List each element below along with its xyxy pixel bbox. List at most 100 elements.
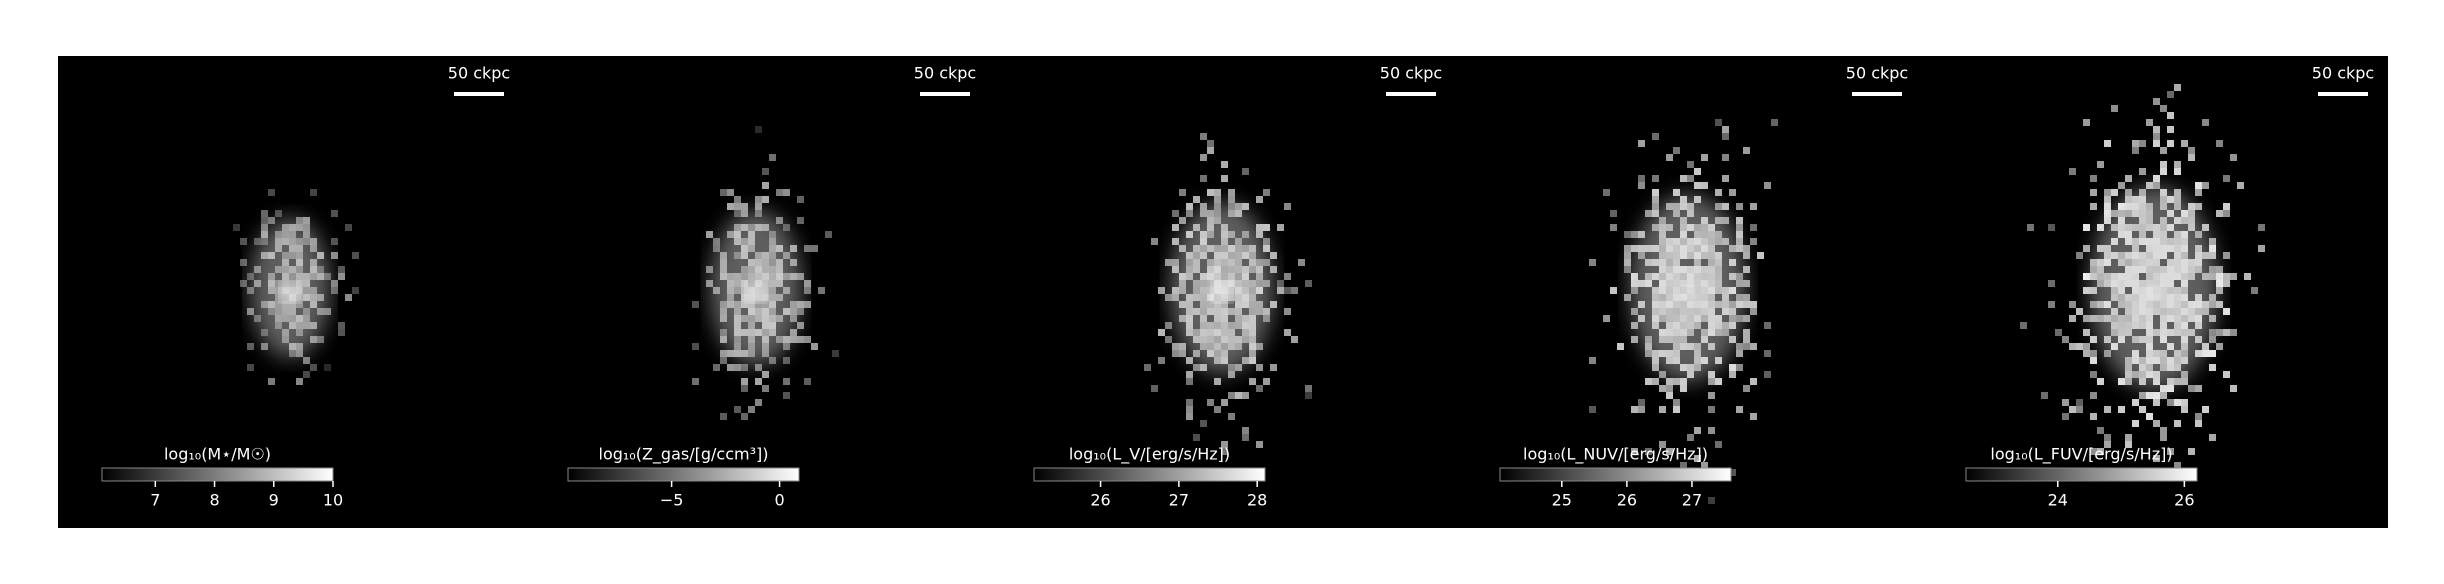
pixel [1645, 448, 1652, 455]
pixel [1673, 147, 1680, 154]
pixel [2160, 147, 2167, 154]
pixel [1736, 343, 1743, 350]
pixel [2062, 336, 2069, 343]
pixel [1270, 364, 1277, 371]
pixel [734, 196, 741, 203]
pixel [1743, 245, 1750, 252]
pixel [2104, 203, 2111, 210]
pixel [240, 259, 247, 266]
pixel [755, 126, 762, 133]
pixel [776, 189, 783, 196]
pixel [2083, 119, 2090, 126]
pixel [1589, 357, 1596, 364]
pixel [720, 357, 727, 364]
nucleus [1212, 282, 1232, 302]
colorbar-tick-label: 26 [2174, 491, 2194, 510]
pixel [1652, 175, 1659, 182]
pixel [783, 392, 790, 399]
pixel [2174, 399, 2181, 406]
pixel [1750, 203, 1757, 210]
pixel [2223, 308, 2230, 315]
pixel [352, 252, 359, 259]
pixel [1743, 385, 1750, 392]
pixel [2139, 406, 2146, 413]
pixel [338, 266, 345, 273]
pixel [762, 385, 769, 392]
pixel [2090, 357, 2097, 364]
pixel [1270, 266, 1277, 273]
pixel [1207, 147, 1214, 154]
pixel [1638, 175, 1645, 182]
pixel [2251, 287, 2258, 294]
colorbar [567, 467, 800, 482]
pixel [1172, 224, 1179, 231]
pixel [1652, 378, 1659, 385]
pixel [1729, 364, 1736, 371]
pixel [1694, 168, 1701, 175]
colorbar-tick-label: 24 [2048, 491, 2068, 510]
pixel [2195, 182, 2202, 189]
pixel [1186, 406, 1193, 413]
pixel [734, 364, 741, 371]
pixel [1186, 413, 1193, 420]
pixel [1750, 301, 1757, 308]
pixel [783, 343, 790, 350]
pixel [1722, 154, 1729, 161]
pixel [818, 287, 825, 294]
pixel [727, 203, 734, 210]
pixel [762, 182, 769, 189]
pixel [233, 224, 240, 231]
pixel [2020, 322, 2027, 329]
colorbar-tick-label: 10 [323, 491, 343, 510]
pixel [240, 238, 247, 245]
pixel [2153, 392, 2160, 399]
pixel [1645, 210, 1652, 217]
pixel [2209, 350, 2216, 357]
pixel [1165, 259, 1172, 266]
colorbar-tick-label: 26 [1090, 491, 1110, 510]
pixel [1743, 343, 1750, 350]
pixel [1589, 406, 1596, 413]
pixel [1743, 266, 1750, 273]
pixel [2090, 371, 2097, 378]
pixel [741, 378, 748, 385]
pixel [1638, 399, 1645, 406]
pixel [804, 301, 811, 308]
pixel [2097, 448, 2104, 455]
pixel [303, 371, 310, 378]
pixel [2083, 315, 2090, 322]
pixel [247, 343, 254, 350]
pixel [2069, 315, 2076, 322]
pixel [797, 196, 804, 203]
pixel [790, 336, 797, 343]
pixel [2195, 385, 2202, 392]
pixel [2195, 413, 2202, 420]
pixel [1165, 294, 1172, 301]
pixel [769, 154, 776, 161]
pixel [1200, 203, 1207, 210]
pixel [254, 238, 261, 245]
pixel [2160, 392, 2167, 399]
pixel [2118, 182, 2125, 189]
pixel [2202, 119, 2209, 126]
pixel [2160, 105, 2167, 112]
pixel [1221, 161, 1228, 168]
pixel [2153, 420, 2160, 427]
pixel [2223, 210, 2230, 217]
pixel [783, 224, 790, 231]
pixel [2174, 420, 2181, 427]
pixel [1750, 413, 1757, 420]
pixel [1694, 182, 1701, 189]
pixel [1764, 322, 1771, 329]
pixel [1673, 378, 1680, 385]
pixel [1284, 308, 1291, 315]
pixel [1624, 231, 1631, 238]
pixel [1764, 371, 1771, 378]
pixel [1680, 385, 1687, 392]
pixel [1729, 371, 1736, 378]
pixel [2111, 189, 2118, 196]
pixel [331, 238, 338, 245]
pixel [741, 364, 748, 371]
pixel [1186, 399, 1193, 406]
pixel [2132, 420, 2139, 427]
